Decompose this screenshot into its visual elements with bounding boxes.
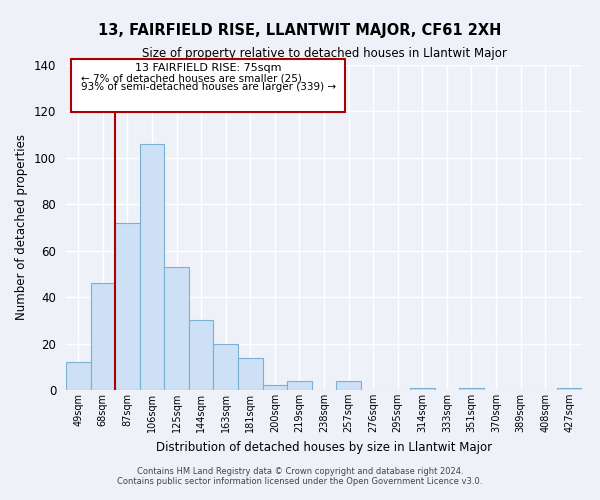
Bar [287,380,312,390]
Bar [263,386,287,390]
Text: 13 FAIRFIELD RISE: 75sqm: 13 FAIRFIELD RISE: 75sqm [134,64,281,74]
Text: 93% of semi-detached houses are larger (339) →: 93% of semi-detached houses are larger (… [82,82,337,92]
Bar [238,358,263,390]
Bar [189,320,214,390]
Y-axis label: Number of detached properties: Number of detached properties [16,134,28,320]
Bar [336,380,361,390]
Text: ← 7% of detached houses are smaller (25): ← 7% of detached houses are smaller (25) [82,73,302,83]
Text: Contains public sector information licensed under the Open Government Licence v3: Contains public sector information licen… [118,477,482,486]
Bar [115,223,140,390]
Bar [140,144,164,390]
Bar [557,388,582,390]
Text: Contains HM Land Registry data © Crown copyright and database right 2024.: Contains HM Land Registry data © Crown c… [137,467,463,476]
Text: 13, FAIRFIELD RISE, LLANTWIT MAJOR, CF61 2XH: 13, FAIRFIELD RISE, LLANTWIT MAJOR, CF61… [98,22,502,38]
X-axis label: Distribution of detached houses by size in Llantwit Major: Distribution of detached houses by size … [156,440,492,454]
Bar [214,344,238,390]
Bar [66,362,91,390]
Title: Size of property relative to detached houses in Llantwit Major: Size of property relative to detached ho… [142,46,506,60]
Bar [459,388,484,390]
Bar [91,283,115,390]
Bar [410,388,434,390]
Bar [164,267,189,390]
FancyBboxPatch shape [71,58,344,112]
